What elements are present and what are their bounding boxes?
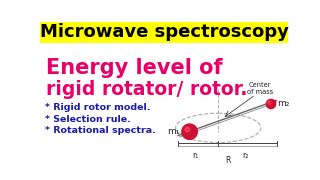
Circle shape (268, 101, 271, 104)
Text: * Rigid rotor model.: * Rigid rotor model. (45, 103, 150, 112)
Text: rigid rotator/ rotor.: rigid rotator/ rotor. (46, 80, 248, 99)
Text: R: R (225, 156, 230, 165)
Text: Center
of mass: Center of mass (247, 82, 273, 95)
Text: * Selection rule.: * Selection rule. (45, 115, 131, 124)
Text: Energy level of: Energy level of (46, 58, 223, 78)
Bar (40, 43, 288, 160)
Bar (40, 22, 288, 43)
Text: r₂: r₂ (242, 151, 249, 160)
Circle shape (182, 124, 197, 139)
Text: * Rotational spectra.: * Rotational spectra. (45, 126, 156, 135)
Text: r₁: r₁ (192, 151, 198, 160)
Text: m₂: m₂ (277, 100, 290, 109)
Text: Microwave spectroscopy: Microwave spectroscopy (40, 23, 288, 41)
Circle shape (185, 127, 189, 132)
Text: m₁: m₁ (167, 127, 180, 136)
Circle shape (266, 99, 276, 109)
